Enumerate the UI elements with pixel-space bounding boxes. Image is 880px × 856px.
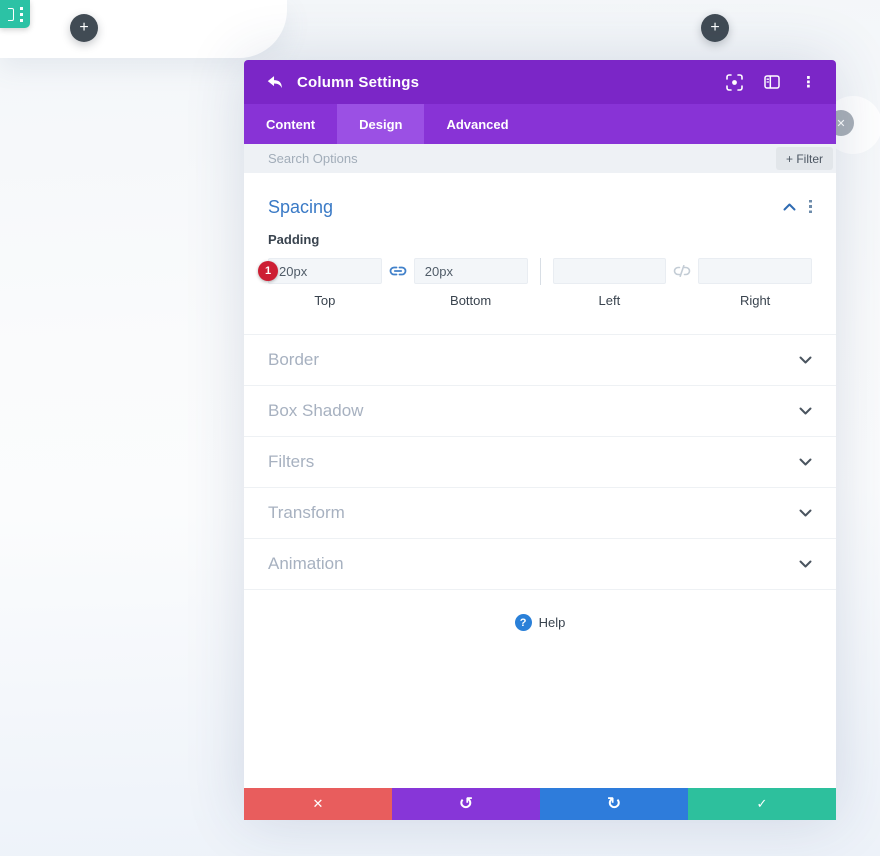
modal-header: Column Settings xyxy=(244,60,836,104)
close-icon: ✕ xyxy=(836,116,846,130)
link-values-icon[interactable] xyxy=(388,265,408,277)
add-section-button[interactable]: + xyxy=(701,14,729,42)
save-button[interactable]: ✓ xyxy=(688,788,836,820)
chevron-down-icon xyxy=(799,509,812,517)
step-number-badge: 1 xyxy=(258,261,278,281)
filter-button[interactable]: + Filter xyxy=(775,147,833,170)
section-row-transform[interactable]: Transform xyxy=(244,488,836,539)
section-row-border[interactable]: Border xyxy=(244,335,836,386)
tab-advanced[interactable]: Advanced xyxy=(446,116,509,132)
spacing-section: Spacing Padding 1 xyxy=(244,188,836,334)
add-row-button[interactable]: + xyxy=(70,14,98,42)
modal-footer: ✕ ↺ ↻ ✓ xyxy=(244,788,836,820)
help-icon: ? xyxy=(514,614,532,631)
padding-right-group: Right xyxy=(698,258,812,308)
section-row-box-shadow[interactable]: Box Shadow xyxy=(244,386,836,437)
plus-icon: + xyxy=(79,19,89,36)
redo-button[interactable]: ↻ xyxy=(540,788,688,820)
section-toolbar-fragment[interactable] xyxy=(0,0,30,28)
undo-button[interactable]: ↺ xyxy=(392,788,540,820)
collapsed-sections-list: Border Box Shadow Filters xyxy=(244,334,836,590)
section-row-animation[interactable]: Animation xyxy=(244,539,836,590)
check-icon: ✓ xyxy=(756,796,768,812)
undo-icon: ↺ xyxy=(458,794,474,814)
focus-mode-icon[interactable] xyxy=(726,73,743,91)
header-actions: ⋮ xyxy=(726,73,816,91)
spacing-section-title[interactable]: Spacing xyxy=(268,196,334,217)
plus-icon: + xyxy=(710,19,720,36)
padding-group-label: Padding xyxy=(268,232,320,247)
fields-divider xyxy=(539,258,541,285)
padding-top-input[interactable] xyxy=(268,258,382,284)
chevron-up-icon[interactable] xyxy=(783,203,796,211)
chevron-down-icon xyxy=(799,356,812,364)
section-row-filters[interactable]: Filters xyxy=(244,437,836,488)
chevron-down-icon xyxy=(799,560,812,568)
padding-top-label: Top xyxy=(314,293,336,308)
discard-button[interactable]: ✕ xyxy=(244,788,392,820)
padding-top-group: 1 Top xyxy=(258,258,382,308)
padding-fields-row: 1 Top xyxy=(258,258,812,308)
spacing-section-controls xyxy=(783,199,812,215)
unlink-values-icon[interactable] xyxy=(672,265,692,277)
help-label: Help xyxy=(538,615,566,630)
help-link[interactable]: ? Help xyxy=(244,614,836,631)
modal-body: Spacing Padding 1 xyxy=(244,173,836,788)
kebab-menu-icon[interactable]: ⋮ xyxy=(801,73,816,91)
search-options-bar: + Filter xyxy=(244,144,836,173)
padding-bottom-input[interactable] xyxy=(413,258,528,284)
search-input[interactable] xyxy=(268,151,776,166)
chevron-down-icon xyxy=(799,407,812,415)
padding-right-label: Right xyxy=(739,293,771,308)
spacing-section-header: Spacing xyxy=(268,188,812,226)
chevron-down-icon xyxy=(799,458,812,466)
close-icon: ✕ xyxy=(312,796,324,812)
padding-left-input[interactable] xyxy=(552,258,667,284)
column-settings-modal: Column Settings xyxy=(244,60,836,820)
padding-left-label: Left xyxy=(598,293,621,308)
padding-bottom-label: Bottom xyxy=(450,293,492,308)
panel-layout-icon[interactable] xyxy=(764,75,780,89)
padding-bottom-group: Bottom xyxy=(413,258,528,308)
tab-design[interactable]: Design xyxy=(337,104,425,144)
back-icon[interactable] xyxy=(266,75,283,89)
padding-left-group: Left xyxy=(552,258,667,308)
redo-icon: ↻ xyxy=(606,794,622,814)
partial-tool-icon xyxy=(8,7,14,21)
settings-tabs: Content Design Advanced xyxy=(244,104,836,144)
tab-content[interactable]: Content xyxy=(266,116,316,132)
section-background xyxy=(0,0,287,58)
padding-right-input[interactable] xyxy=(698,258,812,284)
section-options-dots-icon[interactable] xyxy=(809,199,812,215)
menu-dots-icon xyxy=(20,6,23,22)
modal-title: Column Settings xyxy=(297,73,420,91)
